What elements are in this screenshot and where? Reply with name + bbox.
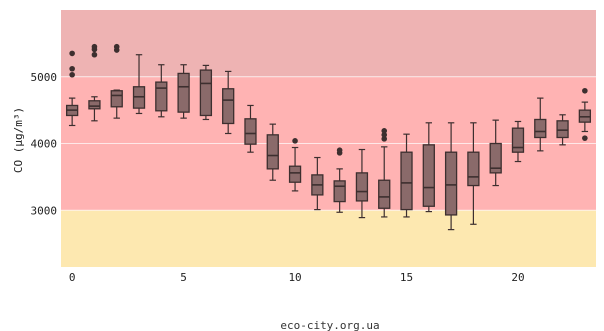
threshold-band-2 <box>61 10 596 77</box>
y-tick-label-4000: 4000 <box>31 138 58 151</box>
outlier-point <box>69 50 75 57</box>
box-hour-2 <box>110 43 123 119</box>
x-tick-label-5: 5 <box>180 271 187 284</box>
box-body <box>556 120 569 139</box>
box-hour-22 <box>556 114 569 146</box>
outlier-point <box>381 128 388 134</box>
grid-lines <box>61 76 596 211</box>
box-hour-9 <box>266 123 279 181</box>
x-tick-label-15: 15 <box>400 271 413 284</box>
box-body <box>422 144 435 207</box>
box-hour-14 <box>378 128 391 218</box>
box-body <box>444 151 458 216</box>
box-hour-0 <box>65 50 79 127</box>
box-hour-7 <box>222 70 235 135</box>
outlier-point <box>381 136 388 142</box>
outlier-point <box>336 147 343 153</box>
box-hour-6 <box>199 64 213 121</box>
box-body <box>400 151 413 211</box>
box-hour-3 <box>132 54 146 115</box>
x-tick-label-0: 0 <box>69 271 76 284</box>
box-body <box>110 90 123 108</box>
box-body <box>511 127 525 153</box>
box-body <box>244 118 257 145</box>
box-hour-21 <box>534 97 547 152</box>
box-hour-23 <box>578 87 592 141</box>
box-hour-18 <box>467 122 480 225</box>
y-tick-label-3000: 3000 <box>31 204 58 217</box>
x-tick-label-20: 20 <box>511 271 524 284</box>
y-axis-title: CO (μg/m³) <box>12 107 25 173</box>
footer-watermark: eco-city.org.ua <box>280 319 379 331</box>
box-hour-11 <box>311 156 324 211</box>
box-body <box>177 72 190 113</box>
outlier-point <box>582 135 588 141</box>
box-hour-10 <box>288 138 302 192</box>
box-hour-19 <box>489 119 502 187</box>
x-axis-ticks: 0 5 10 15 20 <box>69 271 525 284</box>
box-hour-16 <box>422 122 435 213</box>
box-body <box>333 180 346 203</box>
box-body <box>88 100 101 110</box>
box-hour-5 <box>177 64 190 119</box>
y-axis-ticks: 3000 4000 5000 <box>31 71 58 218</box>
box-body <box>155 81 168 112</box>
box-body <box>199 69 213 117</box>
outlier-point <box>69 71 75 78</box>
outlier-point <box>292 138 298 144</box>
outlier-point <box>113 43 120 50</box>
outlier-point <box>381 132 388 138</box>
y-tick-label-5000: 5000 <box>31 71 58 84</box>
box-plot-series <box>65 43 592 231</box>
box-body <box>355 172 369 202</box>
outlier-point <box>69 65 75 72</box>
box-body <box>489 142 502 174</box>
box-body <box>534 118 547 139</box>
box-body <box>288 165 302 183</box>
outlier-point <box>91 51 98 58</box>
box-body <box>378 179 391 209</box>
box-body <box>266 134 279 170</box>
box-hour-17 <box>444 122 458 231</box>
box-hour-15 <box>400 133 413 218</box>
box-hour-8 <box>244 104 257 153</box>
outlier-point <box>91 43 98 50</box>
threshold-band-0 <box>61 210 596 267</box>
box-hour-13 <box>355 148 369 219</box>
box-hour-12 <box>333 147 346 213</box>
box-hour-1 <box>88 43 101 122</box>
outlier-point <box>582 87 588 94</box>
box-hour-20 <box>511 120 525 163</box>
box-hour-4 <box>155 64 168 118</box>
box-body <box>222 88 235 125</box>
x-tick-label-10: 10 <box>288 271 301 284</box>
box-body <box>467 151 480 187</box>
